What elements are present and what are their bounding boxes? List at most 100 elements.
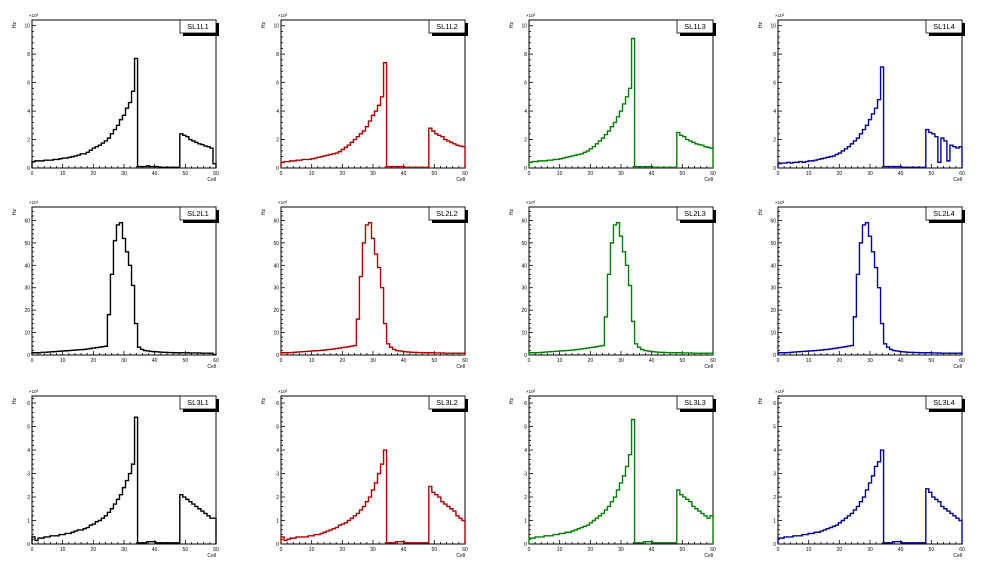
histogram-bin (441, 137, 444, 168)
y-axis-label: Hz (12, 22, 18, 29)
histogram-bin (432, 131, 435, 168)
y-tick-label: 10 (24, 24, 30, 30)
histogram-bin (150, 351, 153, 355)
histogram-bin (426, 167, 429, 168)
histogram-bin (381, 464, 384, 544)
histogram-bin (210, 518, 213, 544)
y-tick-label: 20 (24, 308, 30, 314)
y-tick-label: 1 (27, 519, 30, 525)
histogram-bin (59, 351, 62, 355)
histogram-bin (677, 490, 680, 544)
histogram-bin (589, 523, 592, 544)
histogram-bin (881, 450, 884, 544)
histogram-bin (186, 137, 189, 168)
histogram-bin (826, 349, 829, 355)
x-tick-label: 30 (867, 358, 873, 364)
y-tick-label: 0 (524, 166, 527, 172)
x-tick-label: 40 (649, 171, 655, 177)
histogram-bin (814, 532, 817, 544)
histogram-bin (641, 167, 644, 168)
histogram-bin (450, 142, 453, 168)
histogram-bin (207, 353, 210, 355)
histogram-bin (50, 536, 53, 544)
histogram-bin (122, 115, 125, 168)
histogram-bin (138, 347, 141, 355)
histogram-bin (607, 506, 610, 544)
legend-label: SL2L1 (187, 209, 209, 218)
histogram-bin (784, 353, 787, 355)
x-tick-label: 20 (91, 358, 97, 364)
histogram-bin (387, 344, 390, 355)
histogram-bin (607, 131, 610, 168)
y-tick-label: 8 (27, 52, 30, 58)
histogram-bin (183, 353, 186, 355)
histogram-bin (299, 352, 302, 355)
histogram-bin (829, 349, 832, 355)
x-tick-label: 40 (898, 547, 904, 553)
histogram-bin (323, 156, 326, 168)
y-tick-label: 40 (521, 263, 527, 269)
histogram-bin (562, 533, 565, 544)
histogram-bin (350, 346, 353, 355)
y-tick-label: 10 (24, 331, 30, 337)
histogram-bin (905, 352, 908, 355)
histogram-bin (908, 543, 911, 544)
y-exponent-label: ×10² (29, 389, 39, 394)
histogram-bin (541, 161, 544, 168)
histogram-bin (384, 63, 387, 168)
histogram-bin (632, 419, 635, 544)
x-tick-label: 50 (680, 358, 686, 364)
histogram-bin (293, 538, 296, 544)
histogram-bin (598, 516, 601, 544)
histogram-bin (308, 351, 311, 355)
y-tick-label: 5 (276, 425, 279, 431)
x-tick-label: 20 (340, 358, 346, 364)
histogram-bin (529, 353, 532, 355)
histogram-panel-sl2l1: 0 10 20 30 40 50 600102030405060CellHz×10³SL2L… (12, 200, 219, 370)
histogram-bin (326, 531, 329, 544)
histogram-bin (790, 537, 793, 544)
histogram-bin (308, 159, 311, 168)
histogram-bin (805, 162, 808, 168)
histogram-line-sl1l1 (31, 57, 217, 168)
histogram-bin (44, 352, 47, 355)
histogram-bin (632, 39, 635, 169)
y-axis-label: Hz (261, 398, 267, 405)
x-tick-label: 40 (152, 358, 158, 364)
histogram-bin (592, 521, 595, 544)
histogram-bin (535, 537, 538, 544)
histogram-bin (329, 530, 332, 544)
histogram-bin (83, 349, 86, 355)
histogram-bin (674, 353, 677, 355)
histogram-bin (641, 349, 644, 355)
histogram-bin (586, 348, 589, 355)
histogram-bin (341, 150, 344, 169)
x-tick-label: 30 (121, 358, 127, 364)
histogram-bin (665, 353, 668, 355)
histogram-bin (641, 543, 644, 544)
histogram-bin (926, 130, 929, 168)
histogram-bin (98, 347, 101, 355)
histogram-bin (953, 353, 956, 355)
histogram-bin (408, 352, 411, 355)
histogram-bin (80, 154, 83, 168)
histogram-bin (538, 537, 541, 544)
histogram-bin (390, 167, 393, 168)
histogram-bin (529, 162, 532, 168)
histogram-line-sl2l4 (777, 221, 963, 355)
y-tick-label: 0 (773, 166, 776, 172)
histogram-bin (653, 352, 656, 355)
histogram-bin (305, 537, 308, 544)
y-tick-label: 4 (773, 109, 776, 115)
histogram-bin (778, 538, 781, 544)
histogram-bin (674, 543, 677, 544)
histogram-bin (844, 347, 847, 355)
histogram-bin (704, 516, 707, 544)
legend-label: SL3L2 (436, 398, 458, 407)
y-axis-label: Hz (509, 209, 515, 216)
histogram-bin (287, 539, 290, 544)
histogram-bin (823, 158, 826, 168)
histogram-bin (47, 160, 50, 168)
histogram-bin (707, 518, 710, 544)
histogram-bin (635, 344, 638, 355)
